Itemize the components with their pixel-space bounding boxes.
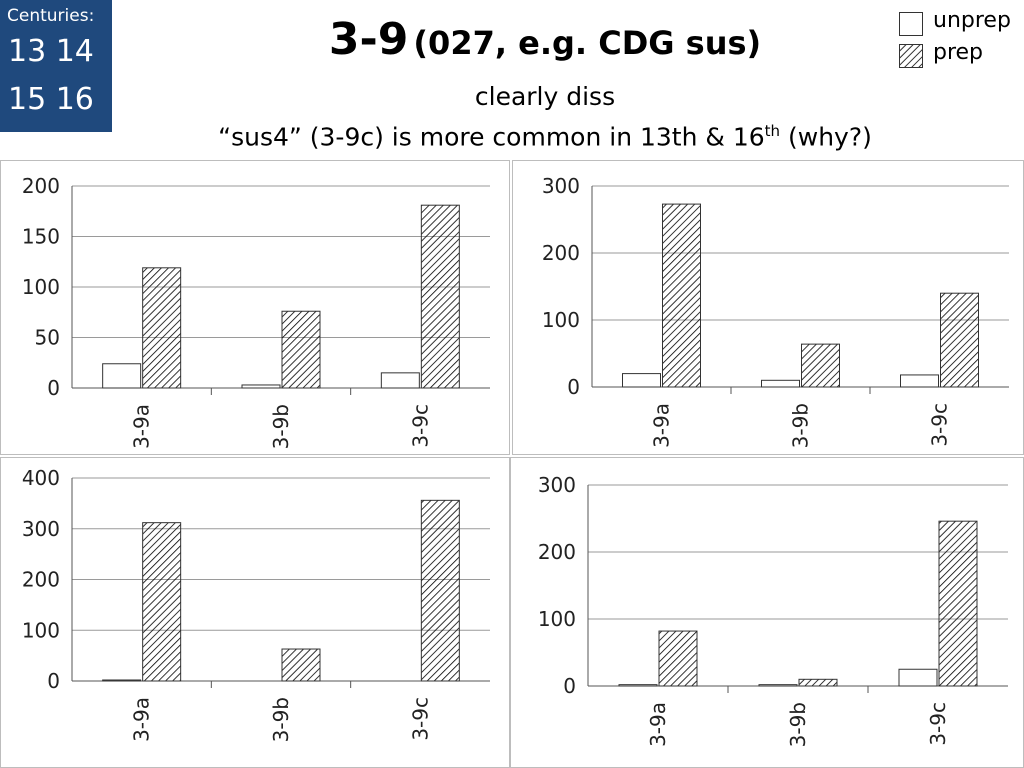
subtitle-superscript: th [764, 122, 781, 140]
x-category-label: 3-9a [130, 697, 154, 742]
bar-prep-3-9c [940, 292, 979, 388]
chart-frame [510, 457, 1024, 768]
bar-prep-3-9a [658, 630, 698, 687]
x-category-label: 3-9c [928, 403, 952, 447]
bar-unprep-3-9b [758, 684, 798, 687]
y-tick-label: 200 [542, 241, 580, 265]
centuries-box: Centuries: 13 14 15 16 [0, 0, 112, 132]
bar-prep-3-9b [281, 648, 321, 682]
y-tick-label: 100 [538, 607, 576, 631]
y-tick-label: 150 [22, 225, 60, 249]
bar-unprep-3-9c [380, 372, 420, 389]
y-tick-label: 300 [22, 517, 60, 541]
chart-13th-century: 0 50 100 150 200 3-9a 3-9b 3-9c [0, 160, 510, 455]
y-tick-label: 100 [22, 275, 60, 299]
legend-swatch-open [899, 12, 923, 36]
chart-frame [512, 160, 1024, 455]
bar-prep-3-9a [142, 267, 182, 389]
y-tick-label: 100 [542, 308, 580, 332]
legend-label-prep: prep [933, 40, 984, 65]
bar-unprep-3-9b [241, 384, 281, 389]
bar-prep-3-9b [798, 678, 838, 687]
centuries-row-2: 15 16 [8, 82, 94, 117]
bar-unprep-3-9c [900, 374, 939, 388]
y-tick-label: 300 [538, 473, 576, 497]
x-category-label: 3-9b [269, 697, 293, 742]
y-tick-label: 0 [567, 375, 580, 399]
y-tick-label: 0 [47, 376, 60, 400]
x-category-label: 3-9c [408, 404, 432, 448]
bar-prep-3-9b [281, 310, 321, 389]
title-paren: (027, e.g. CDG sus) [413, 24, 762, 62]
y-tick-label: 50 [35, 326, 60, 350]
legend-swatch-hatched [899, 44, 923, 68]
bar-prep-3-9a [142, 522, 182, 682]
chart-14th-century: 0 100 200 300 3-9a 3-9b 3-9c [512, 160, 1024, 455]
subtitle-line-2: “sus4” (3-9c) is more common in 13th & 1… [120, 122, 970, 151]
y-tick-label: 300 [542, 174, 580, 198]
y-tick-label: 200 [22, 568, 60, 592]
x-category-label: 3-9b [786, 702, 810, 747]
chart-16th-century: 0 100 200 300 3-9a 3-9b 3-9c [510, 457, 1024, 768]
bar-unprep-3-9a [618, 684, 658, 687]
y-tick-label: 200 [538, 540, 576, 564]
bar-unprep-3-9b [761, 379, 800, 388]
x-category-label: 3-9a [650, 403, 674, 448]
slide-title: 3-9 (027, e.g. CDG sus) [120, 14, 970, 65]
centuries-row-1: 13 14 [8, 34, 94, 69]
x-category-label: 3-9a [130, 404, 154, 449]
subtitle-line-1: clearly diss [474, 82, 616, 111]
y-tick-label: 0 [47, 669, 60, 693]
x-category-label: 3-9a [646, 702, 670, 747]
x-category-label: 3-9b [789, 403, 813, 448]
y-tick-label: 0 [563, 674, 576, 698]
bar-prep-3-9c [420, 499, 460, 682]
bar-prep-3-9b [801, 343, 840, 388]
y-tick-label: 200 [22, 174, 60, 198]
subtitle-line-2-text: “sus4” (3-9c) is more common in 13th & 1… [218, 122, 765, 152]
chart-15th-century: 0 100 200 300 400 3-9a 3-9b 3-9c [0, 457, 510, 768]
x-category-label: 3-9b [269, 404, 293, 449]
bar-prep-3-9a [662, 203, 701, 388]
x-category-label: 3-9c [926, 702, 950, 746]
subtitle-line-2-tail: (why?) [780, 122, 872, 152]
y-tick-label: 100 [22, 618, 60, 642]
x-category-label: 3-9c [408, 697, 432, 741]
bar-unprep-3-9a [622, 373, 661, 388]
bar-unprep-3-9a [102, 363, 142, 389]
bar-unprep-3-9c [898, 668, 938, 687]
legend-label-unprep: unprep [933, 8, 1011, 33]
y-tick-label: 400 [22, 466, 60, 490]
bar-unprep-3-9a [102, 679, 142, 682]
centuries-label: Centuries: [7, 6, 95, 26]
title-main: 3-9 [328, 14, 409, 65]
bar-prep-3-9c [938, 520, 978, 687]
bar-prep-3-9c [420, 204, 460, 389]
